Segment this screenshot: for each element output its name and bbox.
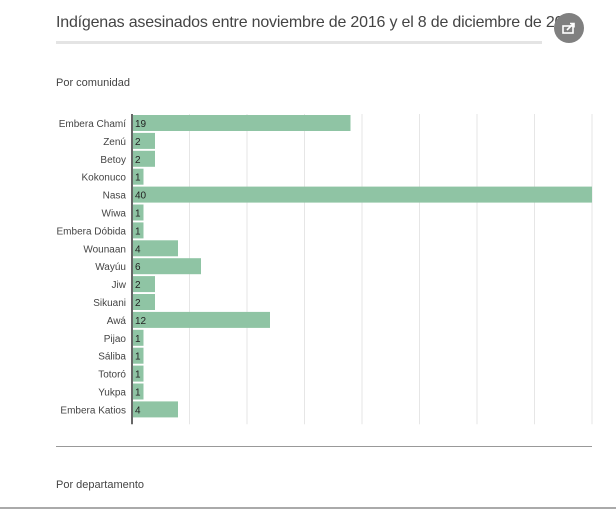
section-divider: [56, 446, 592, 447]
bar: [132, 383, 144, 400]
data-label: 1: [135, 352, 141, 363]
category-label: Awá: [107, 316, 127, 327]
data-label: 1: [135, 370, 141, 381]
bar: [132, 132, 155, 149]
bar: [132, 168, 144, 185]
bar: [132, 311, 270, 328]
category-label: Kokonuco: [82, 173, 127, 184]
category-label: Embera Dóbida: [57, 226, 127, 237]
category-label: Totoró: [98, 370, 126, 381]
bottom-border: [0, 507, 616, 509]
data-label: 4: [135, 244, 141, 255]
category-label: Embera Chamí: [59, 119, 126, 130]
category-label: Embera Katios: [60, 405, 126, 416]
data-label: 2: [135, 280, 141, 291]
bar: [132, 240, 178, 257]
data-label: 6: [135, 262, 141, 273]
bar: [132, 276, 155, 293]
category-label: Betoy: [100, 155, 126, 166]
data-label: 1: [135, 173, 141, 184]
section-label-community: Por comunidad: [56, 77, 130, 89]
data-label: 4: [135, 405, 141, 416]
section-label-department: Por departamento: [56, 479, 145, 491]
bar: [132, 222, 144, 239]
data-label: 1: [135, 334, 141, 345]
category-label: Wounaan: [83, 244, 126, 255]
bar: [132, 204, 144, 221]
category-label: Sikuani: [93, 298, 126, 309]
data-label: 40: [135, 191, 147, 202]
share-button[interactable]: [554, 13, 584, 43]
bar: [132, 258, 201, 275]
bar: [132, 347, 144, 364]
data-label: 1: [135, 388, 141, 399]
data-label: 19: [135, 119, 147, 130]
data-label: 1: [135, 209, 141, 220]
bar: [132, 329, 144, 346]
data-label: 2: [135, 298, 141, 309]
data-label: 2: [135, 155, 141, 166]
category-label: Wayúu: [95, 262, 126, 273]
data-label: 1: [135, 226, 141, 237]
bar: [132, 401, 178, 418]
category-label: Pijao: [104, 334, 127, 345]
category-label: Wiwa: [102, 209, 127, 220]
data-label: 12: [135, 316, 147, 327]
category-label: Nasa: [103, 191, 127, 202]
bar: [132, 186, 592, 203]
category-label: Yukpa: [98, 388, 126, 399]
bar: [132, 365, 144, 382]
category-label: Sáliba: [98, 352, 126, 363]
category-label: Zenú: [103, 137, 126, 148]
share-icon: [562, 22, 575, 34]
bar: [132, 294, 155, 310]
category-label: Jiw: [112, 280, 127, 291]
bar: [132, 150, 155, 167]
data-label: 2: [135, 137, 141, 148]
chart-title: Indígenas asesinados entre noviembre de …: [56, 14, 581, 31]
title-divider: [56, 41, 542, 44]
bar: [132, 115, 351, 131]
bar-chart: Embera Chamí 19 Zenú 2 Betoy 2 Kokonuco 1 Nasa 40…: [57, 114, 593, 425]
